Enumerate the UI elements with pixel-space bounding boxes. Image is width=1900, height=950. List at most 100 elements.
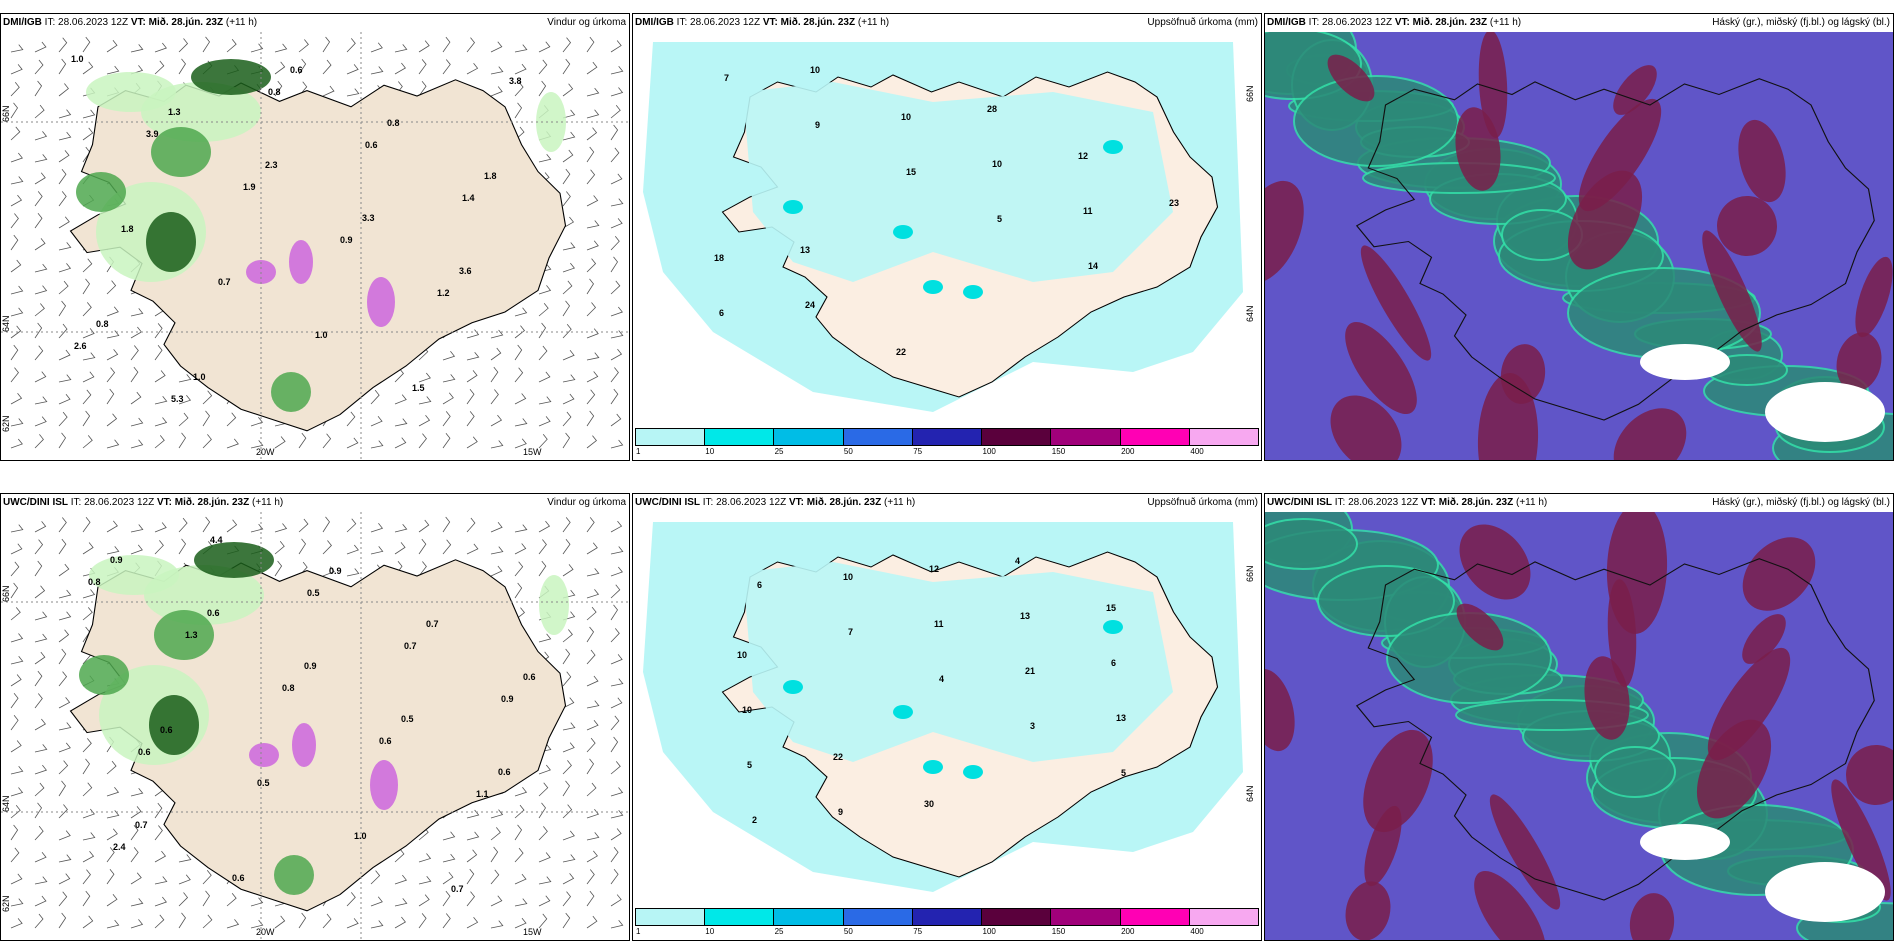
precip-value-label: 0.6 — [379, 736, 392, 746]
header-it-label: IT: — [70, 497, 82, 508]
panel-header: DMI/IGB IT: 28.06.2023 12Z VT: Mið. 28.j… — [633, 14, 1261, 32]
header-vt-label: VT: — [156, 497, 172, 508]
precip-area — [154, 610, 214, 660]
precip-value-label: 23 — [1169, 198, 1179, 208]
precip-value-label: 10 — [901, 112, 911, 122]
header-it-label: IT: — [676, 17, 688, 28]
header-vt-value: Mið. 28.jún. 23Z — [780, 17, 856, 28]
precip-value-label: 1.0 — [354, 831, 367, 841]
high-cloud-area — [1742, 614, 1786, 664]
panel-title: Vindur og úrkoma — [547, 497, 626, 508]
accum-precip-map: 66N 64N 7 9 15 5 14 6 10 10 10 11 18 24 22 28 12 23 13 — [643, 42, 1255, 412]
clear-sky-area — [1640, 344, 1730, 380]
precip-value-label: 10 — [742, 705, 752, 715]
legend-tick-label: 100 — [982, 447, 996, 456]
precip-value-label: 5 — [997, 214, 1002, 224]
precip-value-label: 0.6 — [207, 608, 220, 618]
legend-tick-label: 75 — [913, 447, 923, 456]
panel-title: Uppsöfnuð úrkoma (mm) — [1147, 497, 1258, 508]
precip-area — [370, 760, 398, 810]
panel-run-info: UWC/DINI ISL IT: 28.06.2023 12Z VT: Mið.… — [3, 494, 283, 512]
iceland-coastline — [1355, 558, 1875, 901]
precip-value-label: 0.6 — [138, 747, 151, 757]
accum-precip-map: 66N 64N 6 7 4 3 5 2 10 11 21 13 5 9 12 13 6 10 22 30 4 15 10 — [643, 522, 1255, 892]
header-model: UWC/DINI ISL — [635, 497, 700, 508]
precip-value-label: 2.4 — [113, 842, 126, 852]
panel-clouds-dmi: DMI/IGB IT: 28.06.2023 12Z VT: Mið. 28.j… — [1264, 13, 1894, 461]
header-lead: (+11 h) — [1489, 17, 1522, 28]
latitude-label: 62N — [1, 415, 11, 432]
precip-value-label: 1.9 — [243, 182, 256, 192]
latitude-label: 66N — [1, 105, 11, 122]
precip-value-label: 10 — [737, 650, 747, 660]
precip-value-label: 0.8 — [88, 577, 101, 587]
precip-value-label: 1.0 — [71, 54, 84, 64]
precip-value-label: 0.6 — [160, 725, 173, 735]
high-cloud-area — [1846, 745, 1893, 805]
legend-swatch — [636, 429, 706, 445]
precip-value-label: 7 — [848, 627, 853, 637]
precip-maximum — [783, 680, 803, 694]
precip-area — [271, 372, 311, 412]
precip-area — [539, 575, 569, 635]
high-cloud-area — [1836, 332, 1882, 392]
panel-run-info: DMI/IGB IT: 28.06.2023 12Z VT: Mið. 28.j… — [635, 14, 889, 32]
precip-value-label: 15 — [1106, 603, 1116, 613]
legend-swatch — [1120, 909, 1190, 925]
precip-value-label: 1.2 — [437, 288, 450, 298]
precip-value-label: 4 — [939, 674, 944, 684]
panel-accum-precip-dmi: DMI/IGB IT: 28.06.2023 12Z VT: Mið. 28.j… — [632, 13, 1262, 461]
longitude-label: 20W — [256, 927, 275, 937]
high-cloud-area — [1629, 893, 1675, 940]
precip-value-label: 2 — [752, 815, 757, 825]
precip-value-label: 9 — [815, 120, 820, 130]
precip-value-label: 30 — [924, 799, 934, 809]
legend-tick-label: 50 — [843, 927, 853, 936]
header-model: UWC/DINI ISL — [3, 497, 68, 508]
precip-area — [249, 743, 279, 767]
precip-value-label: 1.8 — [121, 224, 134, 234]
panel-run-info: UWC/DINI ISL IT: 28.06.2023 12Z VT: Mið.… — [1267, 494, 1547, 512]
precip-maximum — [1103, 620, 1123, 634]
precip-value-label: 0.6 — [290, 65, 303, 75]
high-cloud-area — [1742, 537, 1816, 611]
precip-value-label: 0.6 — [498, 767, 511, 777]
header-vt-label: VT: — [762, 17, 778, 28]
precip-value-label: 13 — [1116, 713, 1126, 723]
precip-value-label: 1.8 — [484, 171, 497, 181]
precip-value-label: 0.6 — [523, 672, 536, 682]
panel-clouds-uwc: UWC/DINI ISL IT: 28.06.2023 12Z VT: Mið.… — [1264, 493, 1894, 941]
precip-maximum — [923, 280, 943, 294]
precip-value-label: 1.3 — [185, 630, 198, 640]
precip-maximum — [783, 200, 803, 214]
precip-area — [367, 277, 395, 327]
precip-value-label: 1.0 — [193, 372, 206, 382]
cloud-cover-map — [1265, 32, 1893, 460]
precip-area — [144, 565, 264, 625]
precip-value-label: 22 — [896, 347, 906, 357]
precip-value-label: 1.3 — [168, 107, 181, 117]
precip-value-label: 0.8 — [387, 118, 400, 128]
precip-value-label: 0.7 — [426, 619, 439, 629]
precip-value-label: 0.9 — [110, 555, 123, 565]
precip-value-label: 22 — [833, 752, 843, 762]
header-it-label: IT: — [1308, 17, 1320, 28]
legend-swatch — [1120, 429, 1190, 445]
legend-tick-label: 100 — [982, 927, 996, 936]
precip-area — [141, 82, 261, 142]
legend-swatch — [774, 909, 844, 925]
precip-value-label: 0.6 — [365, 140, 378, 150]
high-cloud-area — [1606, 512, 1668, 634]
precip-value-label: 13 — [1020, 611, 1030, 621]
latitude-label: 64N — [1, 795, 11, 812]
high-cloud-area — [1327, 54, 1375, 102]
clear-sky-area — [1765, 862, 1885, 922]
latitude-label: 62N — [1, 895, 11, 912]
precip-value-label: 0.7 — [135, 820, 148, 830]
panel-title: Háský (gr.), miðský (fj.bl.) og lágský (… — [1712, 17, 1890, 28]
header-vt-label: VT: — [1394, 17, 1410, 28]
precip-value-label: 11 — [934, 619, 944, 629]
latitude-label: 66N — [1245, 565, 1255, 582]
high-cloud-area — [1456, 603, 1504, 651]
precip-value-label: 4.4 — [210, 535, 223, 545]
